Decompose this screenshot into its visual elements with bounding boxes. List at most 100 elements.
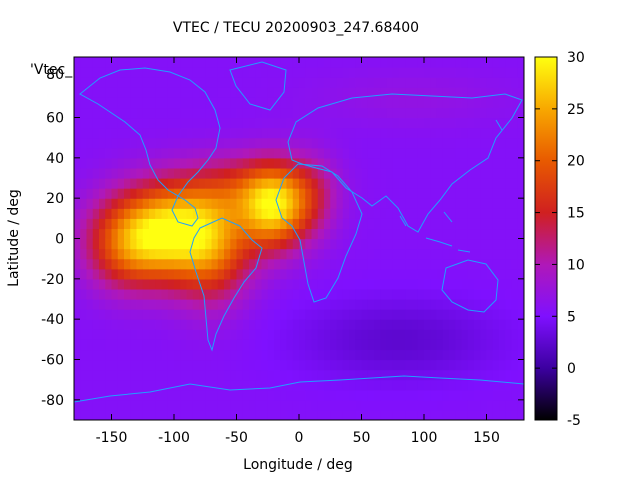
heatmap-cell (249, 248, 256, 260)
heatmap-cell (142, 107, 150, 119)
heatmap-cell (492, 127, 500, 139)
heatmap-cell (499, 309, 506, 320)
heatmap-cell (130, 349, 138, 361)
heatmap-cell (136, 329, 144, 340)
heatmap-cell (224, 157, 231, 169)
heatmap-cell (399, 157, 406, 169)
heatmap-cell (174, 369, 181, 381)
heatmap-cell (392, 198, 400, 209)
heatmap-cell (417, 127, 425, 139)
heatmap-cell (230, 157, 238, 169)
heatmap-cell (436, 339, 444, 351)
heatmap-cell (99, 268, 106, 280)
heatmap-cell (342, 228, 350, 240)
heatmap-cell (124, 258, 131, 270)
heatmap-cell (161, 248, 169, 260)
heatmap-cell (286, 238, 294, 250)
heatmap-cell (224, 188, 231, 199)
heatmap-cell (474, 309, 481, 320)
heatmap-cell (155, 309, 163, 320)
heatmap-cell (111, 157, 119, 169)
heatmap-cell (355, 309, 363, 320)
heatmap-cell (117, 359, 125, 371)
heatmap-cell (405, 208, 413, 219)
heatmap-cell (361, 278, 369, 290)
heatmap-cell (217, 117, 225, 129)
heatmap-cell (236, 309, 244, 320)
heatmap-cell (486, 288, 494, 300)
heatmap-cell (217, 299, 225, 310)
heatmap-cell (324, 299, 331, 310)
heatmap-cell (349, 409, 356, 420)
coastline-antarctica (74, 375, 524, 403)
heatmap-cell (361, 137, 369, 149)
heatmap-cell (199, 349, 206, 361)
heatmap-cell (217, 359, 225, 371)
heatmap-cell (74, 127, 81, 139)
heatmap-cell (255, 349, 263, 361)
heatmap-cell (167, 248, 175, 260)
heatmap-cell (461, 299, 469, 310)
heatmap-cell (217, 329, 225, 340)
heatmap-cell (367, 319, 375, 330)
heatmap-cell (230, 309, 238, 320)
heatmap-cell (505, 238, 513, 250)
heatmap-cell (436, 409, 444, 420)
heatmap-cell (461, 329, 469, 340)
heatmap-cell (261, 198, 269, 209)
heatmap-cell (224, 319, 231, 330)
heatmap-cell (305, 117, 313, 129)
heatmap-cell (392, 107, 400, 119)
heatmap-cell (249, 97, 256, 109)
heatmap-cell (392, 379, 400, 391)
heatmap-cell (342, 77, 350, 88)
heatmap-cell (130, 248, 138, 260)
heatmap-cell (149, 359, 156, 371)
heatmap-cell (292, 77, 300, 88)
heatmap-cell (86, 349, 94, 361)
heatmap-cell (80, 349, 88, 361)
heatmap-cell (74, 147, 81, 159)
heatmap-cell (430, 188, 438, 199)
heatmap-cell (267, 97, 275, 109)
heatmap-cell (330, 127, 338, 139)
heatmap-cell (286, 87, 294, 98)
heatmap-cell (455, 167, 463, 179)
heatmap-cell (249, 278, 256, 290)
heatmap-cell (136, 399, 144, 411)
heatmap-cell (205, 299, 213, 310)
heatmap-cell (417, 389, 425, 401)
heatmap-cell (261, 127, 269, 139)
x-tick-label: 0 (295, 430, 304, 446)
heatmap-cell (374, 339, 381, 351)
heatmap-cell (105, 278, 113, 290)
heatmap-cell (199, 57, 206, 68)
y-tick-label: 40 (46, 151, 64, 167)
heatmap-cell (161, 359, 169, 371)
heatmap-cell (286, 369, 294, 381)
heatmap-cell (511, 127, 519, 139)
heatmap-cell (424, 359, 431, 371)
heatmap-cell (124, 157, 131, 169)
heatmap-cell (86, 288, 94, 300)
heatmap-cell (467, 167, 475, 179)
heatmap-cell (217, 349, 225, 361)
heatmap-cell (136, 97, 144, 109)
heatmap-cell (324, 228, 331, 240)
heatmap-cell (136, 167, 144, 179)
heatmap-cell (299, 127, 306, 139)
heatmap-cell (130, 77, 138, 88)
heatmap-cell (211, 218, 219, 230)
heatmap-cell (142, 248, 150, 260)
heatmap-cell (455, 258, 463, 270)
heatmap-cell (186, 188, 194, 199)
heatmap-cell (192, 299, 200, 310)
heatmap-cell (299, 117, 306, 129)
heatmap-cell (142, 389, 150, 401)
heatmap-cell (380, 147, 388, 159)
heatmap-cell (174, 409, 181, 420)
heatmap-cell (499, 57, 506, 68)
heatmap-cell (230, 117, 238, 129)
heatmap-cell (167, 329, 175, 340)
heatmap-cell (111, 77, 119, 88)
